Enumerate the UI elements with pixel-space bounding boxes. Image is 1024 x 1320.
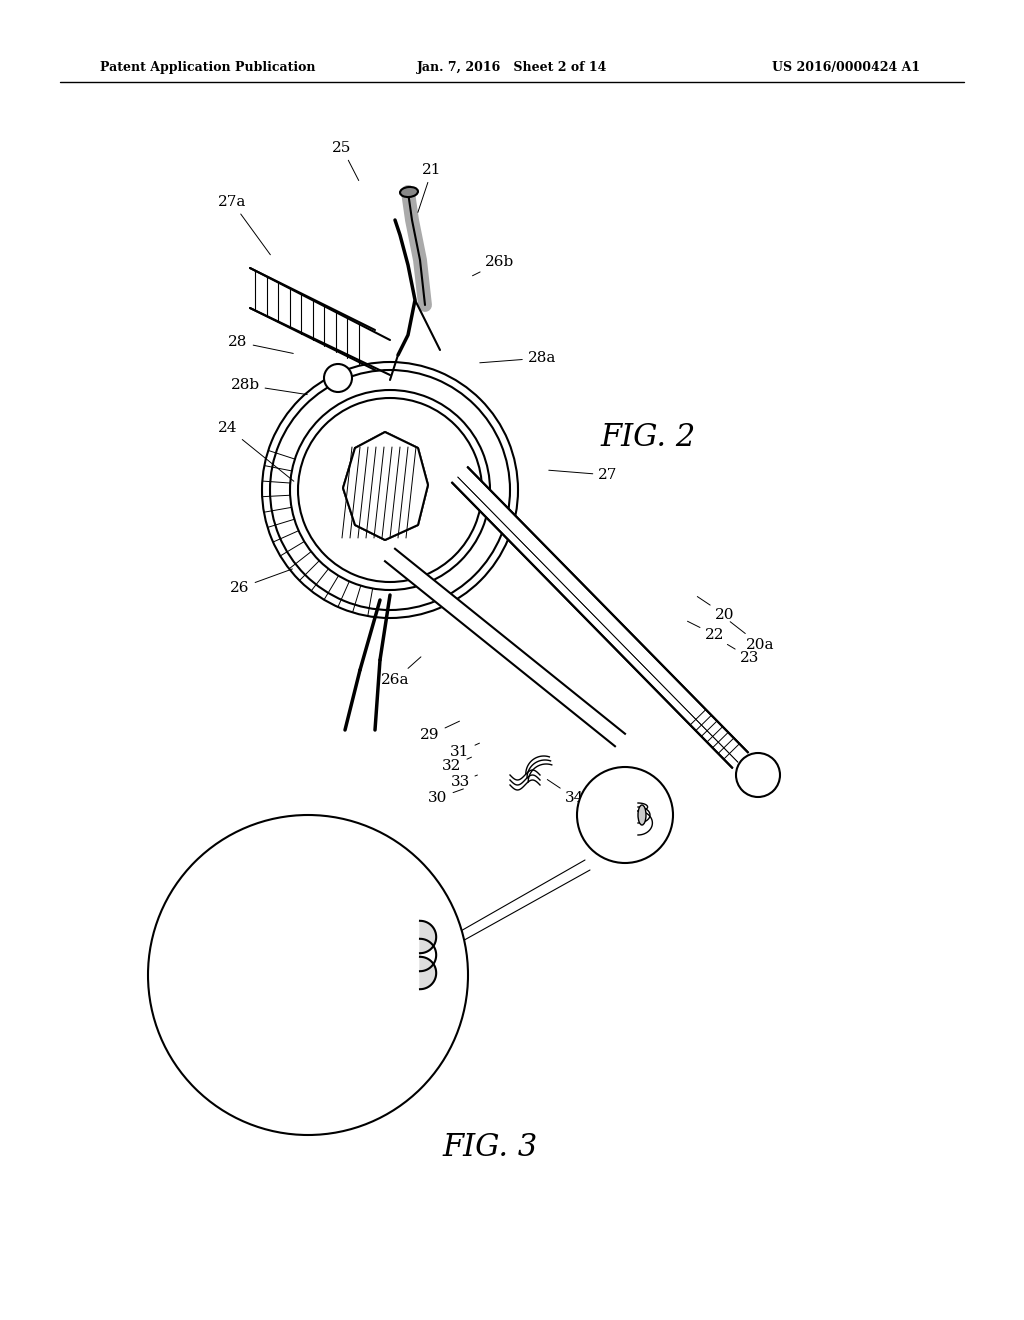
Text: 26a: 26a: [381, 657, 421, 686]
Text: 29: 29: [420, 721, 460, 742]
Text: 32: 32: [442, 758, 471, 774]
Text: 35: 35: [623, 800, 654, 825]
Text: 35: 35: [315, 1036, 360, 1071]
Text: 26: 26: [230, 569, 293, 595]
Text: 35b: 35b: [300, 883, 341, 925]
Text: 24: 24: [218, 421, 294, 482]
Text: 20: 20: [697, 597, 735, 622]
Text: 35c: 35c: [325, 898, 354, 940]
Text: 28: 28: [228, 335, 293, 354]
Text: Jan. 7, 2016   Sheet 2 of 14: Jan. 7, 2016 Sheet 2 of 14: [417, 62, 607, 74]
Ellipse shape: [638, 805, 646, 825]
Circle shape: [736, 752, 780, 797]
Text: 28a: 28a: [480, 351, 556, 366]
Circle shape: [324, 364, 352, 392]
Text: FIG. 3: FIG. 3: [442, 1133, 538, 1163]
Ellipse shape: [400, 187, 418, 197]
Text: 33: 33: [451, 775, 477, 789]
Circle shape: [148, 814, 468, 1135]
Text: 26b: 26b: [472, 255, 515, 276]
Text: 25: 25: [333, 141, 358, 181]
Circle shape: [577, 767, 673, 863]
Polygon shape: [343, 432, 428, 540]
Text: 34: 34: [258, 921, 321, 949]
Polygon shape: [385, 549, 625, 746]
Text: 30: 30: [428, 789, 464, 805]
Text: 27a: 27a: [218, 195, 270, 255]
Text: 31: 31: [451, 743, 479, 759]
Text: 27: 27: [549, 469, 617, 482]
Text: 28b: 28b: [230, 378, 307, 395]
Text: 23: 23: [727, 644, 760, 665]
Text: Patent Application Publication: Patent Application Publication: [100, 62, 315, 74]
Text: 34: 34: [547, 780, 585, 805]
Polygon shape: [453, 467, 748, 768]
Text: 21: 21: [418, 162, 441, 213]
Text: US 2016/0000424 A1: US 2016/0000424 A1: [772, 62, 920, 74]
Polygon shape: [420, 921, 436, 989]
Text: 22: 22: [687, 622, 725, 642]
Text: 20a: 20a: [730, 622, 774, 652]
Text: 35a: 35a: [278, 1023, 328, 1057]
Text: FIG. 2: FIG. 2: [600, 422, 695, 454]
